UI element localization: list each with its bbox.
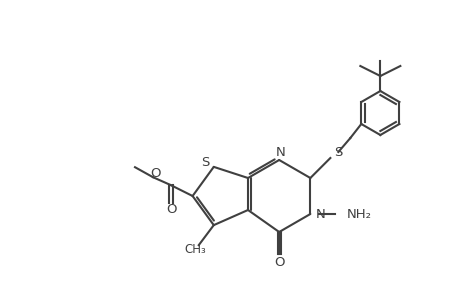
Text: S: S <box>333 146 342 160</box>
Text: CH₃: CH₃ <box>184 243 205 256</box>
Text: NH₂: NH₂ <box>346 208 370 220</box>
Text: O: O <box>150 167 160 180</box>
Text: N: N <box>315 208 325 220</box>
Text: O: O <box>273 256 284 268</box>
Text: O: O <box>165 203 176 216</box>
Text: S: S <box>201 156 209 170</box>
Text: N: N <box>274 146 285 160</box>
